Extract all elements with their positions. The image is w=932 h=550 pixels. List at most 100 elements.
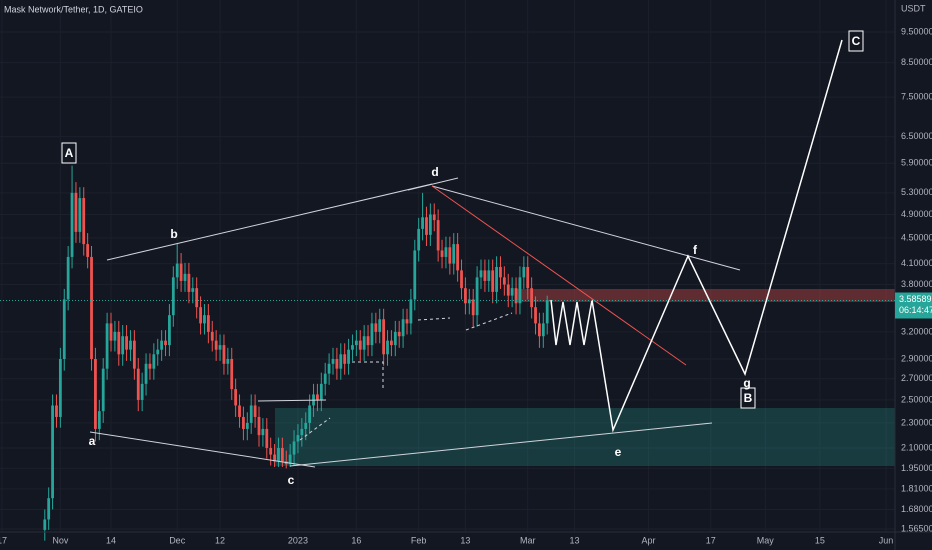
candle-body bbox=[191, 288, 195, 292]
wave-label: a bbox=[89, 434, 96, 448]
wave-label: g bbox=[743, 376, 750, 390]
candle-body bbox=[51, 405, 54, 499]
x-tick-label: May bbox=[757, 535, 775, 545]
candle-body bbox=[526, 266, 530, 289]
candle-body bbox=[316, 394, 319, 400]
candle-body bbox=[168, 315, 171, 346]
candle-body bbox=[195, 288, 199, 308]
x-tick-label: 17 bbox=[706, 535, 716, 545]
candle-body bbox=[175, 263, 179, 278]
candle-body bbox=[296, 435, 300, 442]
candle-body bbox=[66, 256, 70, 300]
candle-body bbox=[234, 389, 238, 406]
resistance-zone bbox=[517, 289, 895, 302]
candle-body bbox=[538, 323, 541, 337]
candle-body bbox=[218, 345, 222, 350]
candle-body bbox=[308, 405, 312, 423]
y-tick-label: 3.20000 bbox=[901, 326, 932, 336]
last-price-label: 3.58589 bbox=[899, 294, 932, 304]
x-tick-label: 15 bbox=[815, 535, 825, 545]
candle-body bbox=[78, 198, 82, 232]
candle-body bbox=[253, 405, 257, 417]
candle-body bbox=[222, 345, 226, 364]
candle-body bbox=[148, 363, 152, 369]
candle-body bbox=[117, 331, 121, 355]
candle-body bbox=[210, 331, 214, 341]
candle-body bbox=[514, 288, 518, 304]
candle-body bbox=[105, 323, 109, 369]
candle-body bbox=[518, 277, 522, 304]
y-tick-label: 1.81000 bbox=[901, 483, 932, 493]
trend-line bbox=[431, 185, 741, 271]
y-tick-label: 2.50000 bbox=[901, 394, 932, 404]
trend-line bbox=[106, 183, 433, 261]
candle-body bbox=[292, 441, 296, 455]
candle-body bbox=[62, 299, 66, 360]
label-box bbox=[740, 387, 756, 409]
wave-label: d bbox=[431, 165, 438, 179]
candle-body bbox=[179, 263, 183, 281]
wave-label: C bbox=[852, 34, 861, 48]
candle-body bbox=[530, 288, 534, 308]
candle-body bbox=[417, 228, 421, 251]
wave-label: B bbox=[744, 391, 753, 405]
candle-body bbox=[421, 217, 424, 229]
candle-body bbox=[171, 277, 175, 316]
candle-body bbox=[397, 331, 401, 337]
candle-body bbox=[487, 270, 491, 281]
x-tick-label: Feb bbox=[411, 535, 427, 545]
candle-body bbox=[506, 284, 510, 296]
candle-body bbox=[132, 340, 136, 369]
y-tick-label: 4.90000 bbox=[901, 209, 932, 219]
candle-body bbox=[409, 299, 413, 324]
zones bbox=[275, 289, 895, 466]
x-tick-label: 16 bbox=[351, 535, 361, 545]
y-tick-label: 8.50000 bbox=[901, 57, 932, 67]
candle-body bbox=[183, 273, 187, 281]
candle-body bbox=[366, 336, 370, 346]
candle-body bbox=[58, 359, 62, 417]
candle-body bbox=[386, 340, 389, 355]
candle-body bbox=[425, 217, 428, 235]
candle-body bbox=[249, 405, 253, 423]
last-price-box bbox=[895, 292, 932, 319]
candle-body bbox=[510, 288, 514, 296]
x-tick-label: 2023 bbox=[288, 535, 308, 545]
candle-body bbox=[136, 368, 140, 400]
candle-body bbox=[491, 270, 495, 292]
chart-title: Mask Network/Tether, 1D, GATEIO bbox=[4, 4, 143, 14]
candle-body bbox=[483, 270, 487, 281]
candle-body bbox=[327, 363, 331, 374]
candle-body bbox=[70, 192, 74, 257]
candle-body bbox=[113, 331, 117, 341]
candle-body bbox=[319, 383, 323, 400]
y-tick-label: 2.70000 bbox=[901, 373, 932, 383]
candle-body bbox=[467, 299, 471, 304]
candle-body bbox=[199, 307, 202, 324]
x-tick-label: 17 bbox=[0, 535, 7, 545]
candle-body bbox=[475, 277, 479, 316]
candle-body bbox=[288, 454, 292, 465]
y-tick-label: 1.56500 bbox=[901, 523, 932, 533]
axes: 9.50000 8.50000 7.50000 6.50000 5.90000 5.300… bbox=[0, 26, 932, 545]
x-tick-label: Mar bbox=[520, 535, 536, 545]
candle-body bbox=[245, 422, 249, 429]
candle-body bbox=[226, 359, 230, 364]
y-tick-label: 2.90000 bbox=[901, 353, 932, 363]
candle-body bbox=[152, 354, 156, 369]
candle-body bbox=[101, 368, 105, 412]
candle-body bbox=[339, 354, 343, 369]
candle-body bbox=[362, 336, 366, 350]
candle-body bbox=[82, 198, 86, 245]
y-tick-label: 2.10000 bbox=[901, 442, 932, 452]
candle-body bbox=[499, 266, 502, 278]
candle-body bbox=[214, 340, 218, 350]
candle-body bbox=[378, 319, 382, 332]
candle-body bbox=[144, 363, 148, 384]
y-tick-label: 4.50000 bbox=[901, 232, 932, 242]
candle-body bbox=[347, 349, 350, 364]
y-tick-label: 1.68000 bbox=[901, 504, 932, 514]
wave-label: f bbox=[693, 243, 698, 257]
candle-body bbox=[156, 349, 160, 355]
